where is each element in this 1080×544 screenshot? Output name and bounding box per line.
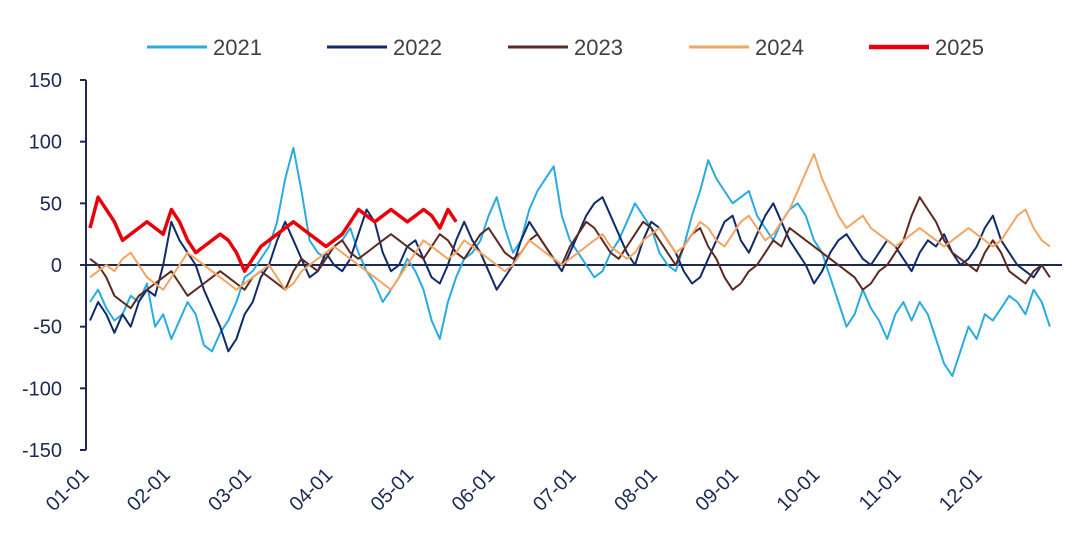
x-tick-label: 11-01: [855, 464, 906, 515]
series-line-2022: [89, 196, 1043, 353]
y-tick-label: 50: [40, 193, 62, 215]
series-line-2024: [89, 153, 1051, 291]
y-tick-label: -150: [22, 440, 62, 462]
y-tick-label: 0: [51, 255, 62, 277]
legend-label-2025: 2025: [935, 35, 984, 60]
x-tick-label: 02-01: [123, 464, 175, 516]
x-tick-label: 10-01: [773, 464, 825, 516]
legend-label-2021: 2021: [213, 35, 262, 60]
y-tick-label: 100: [29, 132, 62, 154]
x-tick-label: 01-01: [42, 464, 94, 516]
y-tick-label: -50: [33, 317, 62, 339]
x-tick-label: 03-01: [204, 464, 256, 516]
x-tick-label: 08-01: [610, 464, 662, 516]
legend-label-2022: 2022: [393, 35, 442, 60]
x-tick-label: 06-01: [448, 464, 500, 516]
y-tick-label: 150: [29, 70, 62, 92]
series-layer: [88, 146, 1051, 377]
x-tick-label: 09-01: [691, 464, 743, 516]
x-tick-label: 05-01: [367, 464, 419, 516]
series-line-2025: [88, 195, 458, 273]
series-line-2021: [89, 146, 1051, 377]
series-line-2023: [89, 196, 1051, 310]
legend-label-2023: 2023: [574, 35, 623, 60]
legend-label-2024: 2024: [755, 35, 804, 60]
x-tick-label: 12-01: [935, 464, 987, 516]
x-tick-label: 04-01: [285, 464, 337, 516]
y-tick-label: -100: [22, 378, 62, 400]
legend: 2021 2022 2023 2024 2025: [147, 35, 984, 60]
x-tick-label: 07-01: [529, 464, 581, 516]
